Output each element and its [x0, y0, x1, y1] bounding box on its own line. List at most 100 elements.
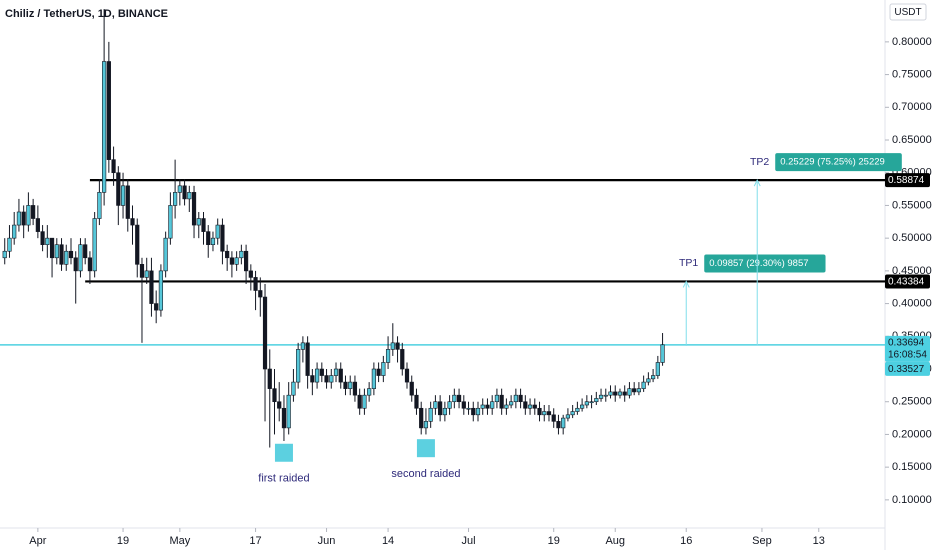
candle-body — [158, 270, 164, 311]
candle-body — [452, 394, 457, 403]
candle-body — [239, 250, 244, 259]
measure-arrow — [682, 280, 690, 288]
candle-body — [565, 414, 571, 419]
candle-body — [499, 394, 504, 409]
y-tick-label: 0.20000 — [892, 428, 932, 440]
y-tick-label: 0.25000 — [892, 396, 932, 408]
candle-body — [7, 237, 12, 252]
candle-body — [125, 185, 130, 219]
x-tick-label: May — [169, 535, 190, 547]
candle-body — [168, 205, 173, 239]
candle-body — [319, 368, 324, 376]
candle-body — [646, 378, 651, 383]
candle-body — [139, 264, 145, 278]
candle-body — [163, 237, 168, 272]
y-tick-label: 0.65000 — [892, 134, 932, 146]
candle-body — [395, 342, 400, 350]
candle-body — [419, 407, 424, 429]
candle-body — [149, 270, 154, 304]
candle-body — [64, 250, 69, 265]
secondary-price-box — [885, 361, 930, 376]
x-tick-label: Aug — [605, 535, 625, 547]
candle-body — [343, 381, 348, 389]
candle-body — [324, 375, 329, 383]
candle-body — [447, 401, 452, 409]
candle-body — [504, 404, 509, 409]
x-tick-label: 13 — [813, 535, 825, 547]
candle-body — [40, 231, 45, 245]
x-tick-label: Jun — [318, 535, 336, 547]
candle-body — [409, 381, 414, 396]
candle-body — [329, 375, 334, 383]
x-tick-label: 17 — [249, 535, 261, 547]
y-tick-label: 0.10000 — [892, 494, 932, 506]
raid-marker — [416, 439, 435, 458]
secondary-price-label: 0.33527 — [888, 364, 925, 375]
x-tick-label: Sep — [752, 535, 772, 547]
candle-body — [229, 257, 234, 265]
candle-body — [532, 404, 537, 409]
candle-body — [471, 407, 476, 416]
candle-body — [414, 394, 419, 409]
candle-body — [12, 224, 17, 239]
candle-body — [608, 391, 613, 396]
candle-body — [182, 185, 187, 200]
candle-body — [26, 205, 31, 226]
candle-body — [102, 61, 107, 193]
candle-body — [367, 388, 372, 396]
candle-body — [627, 388, 632, 396]
level-price-box — [885, 173, 930, 188]
level-price-box — [885, 274, 930, 289]
candle-body — [135, 224, 140, 265]
candle-body — [438, 401, 443, 416]
candle-body — [622, 391, 627, 396]
candle-body — [116, 172, 121, 206]
measure-label-box — [704, 254, 826, 273]
candle-body — [92, 218, 97, 272]
candle-body — [655, 362, 660, 376]
candle-body — [196, 218, 201, 226]
candle-body — [381, 362, 386, 376]
candle-body — [594, 398, 599, 403]
candle-body — [466, 407, 471, 410]
candle-body — [456, 394, 462, 403]
raid-label: first raided — [258, 473, 309, 485]
candle-body — [31, 205, 36, 219]
candle-body — [220, 224, 225, 252]
x-tick-label: Jul — [461, 535, 475, 547]
level-price-label: 0.43384 — [888, 277, 925, 288]
countdown-label: 16:08:54 — [888, 349, 927, 360]
y-tick-label: 0.40000 — [892, 297, 932, 309]
current-price-label: 0.33694 — [888, 337, 925, 348]
candle-body — [21, 211, 26, 226]
candle-body — [333, 368, 339, 376]
candle-body — [177, 185, 182, 193]
measure-label: 0.25229 (75.25%) 25229 — [780, 157, 885, 168]
candle-body — [537, 407, 542, 416]
candle-body — [314, 368, 320, 383]
candle-body — [490, 401, 495, 409]
candle-body — [210, 237, 216, 245]
candle-body — [305, 342, 310, 376]
candle-body — [485, 404, 490, 409]
measure-arrow — [753, 178, 761, 187]
candle-body — [87, 257, 93, 272]
x-tick-label: Apr — [29, 535, 46, 547]
candle-body — [2, 250, 7, 259]
candle-body — [16, 211, 22, 226]
candle-body — [144, 270, 149, 278]
candle-body — [551, 414, 556, 422]
x-tick-label: 19 — [117, 535, 129, 547]
candle-body — [54, 244, 59, 259]
level-price-label: 0.58874 — [888, 175, 925, 186]
candle-body — [632, 388, 637, 393]
currency-label[interactable]: USDT — [894, 7, 921, 18]
candle-body — [300, 342, 305, 350]
raid-label: second raided — [391, 468, 460, 480]
candle-body — [215, 224, 220, 239]
candle-body — [348, 381, 353, 389]
candle-body — [509, 401, 514, 406]
candle-body — [267, 368, 272, 389]
currency-box[interactable] — [889, 3, 927, 21]
